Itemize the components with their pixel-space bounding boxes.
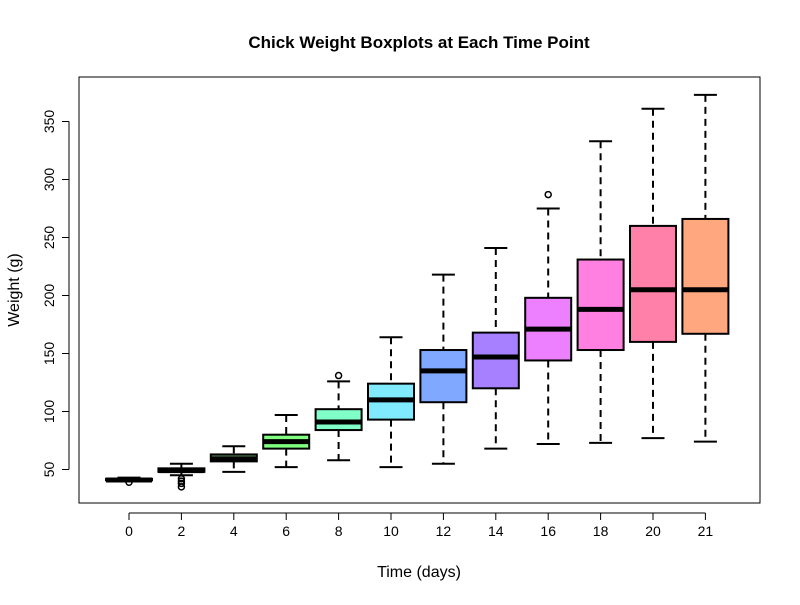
y-tick-label: 50 <box>41 462 57 478</box>
box-18 <box>576 140 625 444</box>
y-tick-label: 250 <box>41 226 57 250</box>
box-10 <box>367 336 415 469</box>
box-20 <box>629 107 677 440</box>
y-tick-label: 350 <box>41 110 57 134</box>
y-tick-label: 100 <box>41 400 57 424</box>
x-tick-label: 14 <box>488 523 504 539</box>
x-tick-label: 6 <box>282 523 290 539</box>
y-axis: 50 100 150 200 250 300 350 <box>41 110 70 478</box>
x-axis: 0 2 4 6 8 10 12 14 16 18 20 21 <box>125 512 714 539</box>
x-tick-label: 16 <box>540 523 556 539</box>
x-tick-label: 8 <box>335 523 343 539</box>
box-21 <box>681 93 730 443</box>
x-tick-label: 12 <box>436 523 452 539</box>
outlier-point <box>177 477 186 485</box>
boxes <box>105 93 730 491</box>
outlier-point <box>177 479 186 488</box>
box-0 <box>105 476 153 487</box>
box-14 <box>471 246 520 450</box>
iqr-box <box>471 331 520 390</box>
box-8 <box>314 371 363 462</box>
x-tick-label: 18 <box>593 523 609 539</box>
y-tick-label: 300 <box>41 168 57 192</box>
outlier-point <box>177 475 186 483</box>
iqr-box <box>419 349 468 404</box>
box-16 <box>524 190 573 445</box>
plot-frame <box>78 76 761 504</box>
x-axis-label: Time (days) <box>377 564 461 581</box>
x-tick-label: 21 <box>698 523 714 539</box>
iqr-box <box>576 258 625 352</box>
iqr-box <box>681 217 730 335</box>
outlier-point <box>544 190 552 199</box>
iqr-box <box>629 224 677 343</box>
outlier-point <box>334 371 343 380</box>
box-2 <box>157 462 206 491</box>
x-tick-label: 0 <box>125 523 133 539</box>
chart-title: Chick Weight Boxplots at Each Time Point <box>248 33 590 52</box>
outlier-point <box>125 478 133 487</box>
box-6 <box>262 413 311 469</box>
y-axis-label: Weight (g) <box>6 253 23 327</box>
x-tick-label: 2 <box>178 523 186 539</box>
x-tick-label: 20 <box>645 523 661 539</box>
y-tick-label: 150 <box>41 342 57 366</box>
y-tick-label: 200 <box>41 284 57 308</box>
x-tick-label: 4 <box>230 523 238 539</box>
box-4 <box>209 445 258 473</box>
x-tick-label: 10 <box>383 523 399 539</box>
box-12 <box>419 273 468 465</box>
